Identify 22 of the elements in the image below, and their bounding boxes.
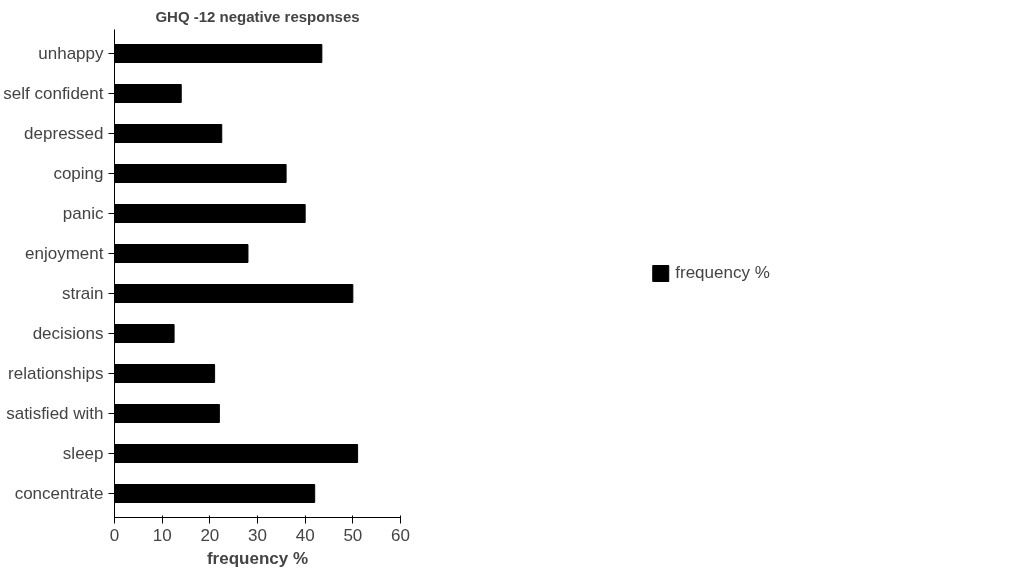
y-tick-label: enjoyment bbox=[25, 244, 104, 263]
y-tick-label: depressed bbox=[24, 124, 104, 143]
y-tick-label: sleep bbox=[62, 444, 104, 463]
x-axis-title: frequency % bbox=[206, 548, 309, 568]
y-tick-label: unhappy bbox=[38, 44, 104, 63]
legend-label: frequency % bbox=[675, 263, 770, 283]
y-tick-label: satisfied with bbox=[6, 404, 104, 423]
x-tick-label: 30 bbox=[248, 525, 267, 545]
chart-title: GHQ -12 negative responses bbox=[155, 7, 360, 25]
x-tick-label: 40 bbox=[295, 525, 315, 545]
y-tick-label: strain bbox=[61, 284, 104, 303]
x-tick-label: 50 bbox=[343, 525, 363, 545]
x-tick-label: 0 bbox=[109, 525, 120, 545]
y-tick-label: self confident bbox=[3, 84, 104, 103]
y-tick-label: concentrate bbox=[14, 484, 104, 503]
y-tick-label: decisions bbox=[32, 324, 104, 343]
y-tick-label: relationships bbox=[8, 364, 104, 383]
y-tick-label: coping bbox=[53, 164, 104, 183]
x-tick-label: 60 bbox=[391, 525, 410, 545]
x-tick-label: 10 bbox=[152, 525, 172, 545]
y-tick-label: panic bbox=[62, 204, 104, 223]
x-tick-label: 20 bbox=[200, 525, 220, 545]
